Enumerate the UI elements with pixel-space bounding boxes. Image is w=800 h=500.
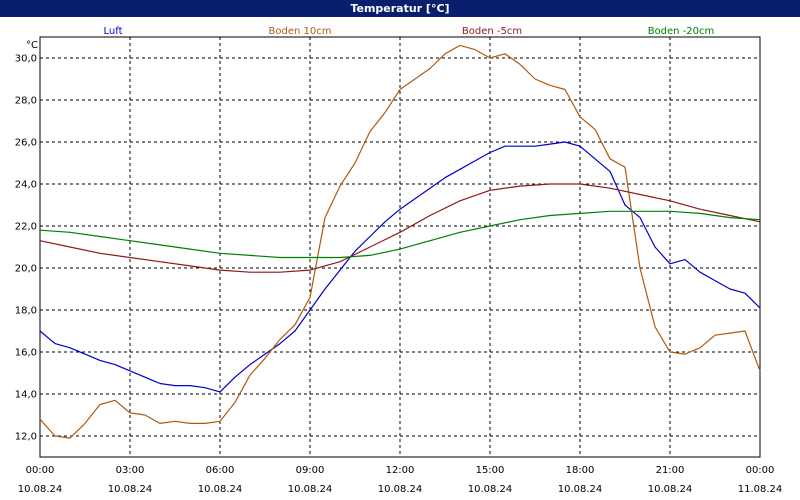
series-line-3 [39,210,761,259]
temperature-chart: 12,0 14,0 16,0 18,0 20,0 22,0 24,0 26,0 28,0 30,0… [15,26,783,495]
x-tick-date: 10.08.24 [468,484,513,495]
legend: Luft Boden 10cm Boden -5cm Boden -20cm [104,26,715,37]
series-lines [39,44,761,439]
x-tick-time: 12:00 [386,465,415,476]
legend-item: Boden -20cm [648,26,715,37]
x-tick-time: 00:00 [26,465,55,476]
series-line-1 [39,44,761,439]
grid-lines [40,37,760,457]
legend-item: Boden -5cm [462,26,522,37]
x-tick-time: 18:00 [566,465,595,476]
x-tick-time: 21:00 [656,465,685,476]
y-tick-label: 22,0 [15,222,37,233]
legend-item: Boden 10cm [269,26,332,37]
y-tick-label: 28,0 [15,96,37,107]
y-tick-label: 12,0 [15,432,37,443]
y-tick-label: 30,0 [15,54,37,65]
x-tick-time: 15:00 [476,465,505,476]
legend-item: Luft [104,26,123,37]
x-tick-time: 03:00 [116,465,145,476]
x-tick-date: 10.08.24 [558,484,603,495]
x-tick-time: 00:00 [746,465,775,476]
x-tick-date: 10.08.24 [378,484,423,495]
chart-title: Temperatur [°C] [0,0,800,17]
x-axis-ticks: 00:00 10.08.24 03:00 10.08.24 06:00 10.08.24 0… [18,465,783,495]
y-tick-label: 14,0 [15,390,37,401]
x-tick-date: 10.08.24 [198,484,243,495]
x-tick-date: 10.08.24 [108,484,153,495]
x-tick-date: 10.08.24 [288,484,333,495]
y-tick-label: 16,0 [15,348,37,359]
x-tick-time: 06:00 [206,465,235,476]
y-tick-label: 18,0 [15,306,37,317]
x-tick-time: 09:00 [296,465,325,476]
x-tick-date: 10.08.24 [18,484,63,495]
x-tick-date: 10.08.24 [648,484,693,495]
series-line-2 [39,183,761,273]
y-tick-label: 24,0 [15,180,37,191]
y-tick-label: 26,0 [15,138,37,149]
y-unit-label: °C [26,40,38,51]
y-axis-ticks: 12,0 14,0 16,0 18,0 20,0 22,0 24,0 26,0 28,0 30,0 [15,54,37,443]
x-tick-date: 11.08.24 [738,484,783,495]
series-line-0 [39,141,761,393]
y-tick-label: 20,0 [15,264,37,275]
